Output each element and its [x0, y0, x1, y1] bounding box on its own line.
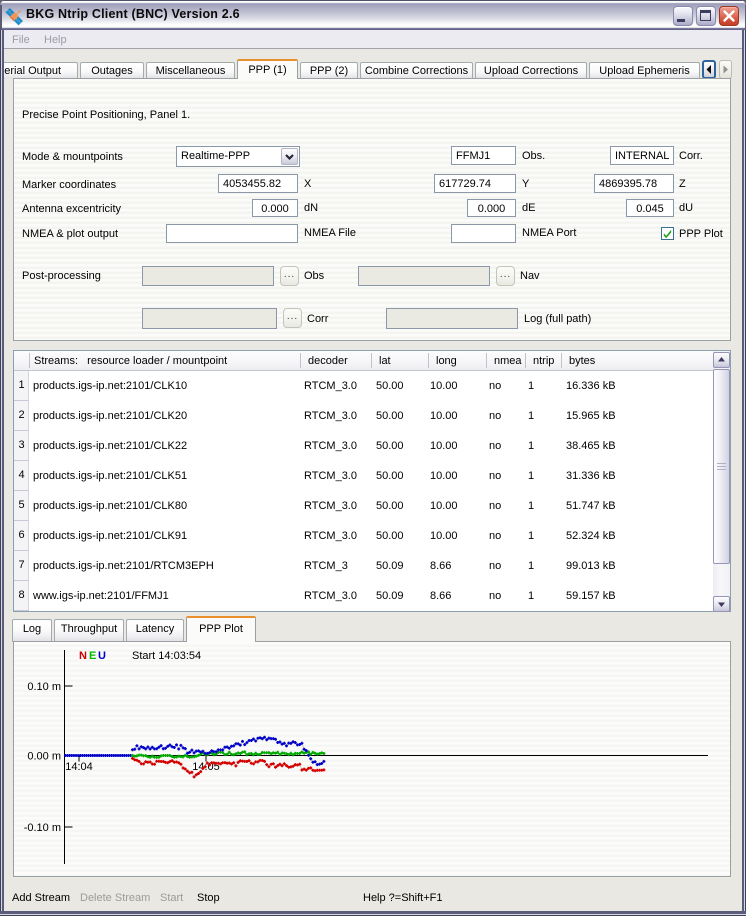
svg-text:0.10 m: 0.10 m	[27, 681, 61, 693]
svg-text:-0.10 m: -0.10 m	[24, 822, 61, 834]
svg-text:U: U	[98, 650, 106, 662]
svg-text:0.00 m: 0.00 m	[27, 751, 61, 763]
svg-text:Start 14:03:54: Start 14:03:54	[132, 650, 201, 662]
svg-text:E: E	[89, 650, 96, 662]
svg-text:14:04: 14:04	[65, 761, 93, 773]
svg-text:N: N	[79, 650, 87, 662]
